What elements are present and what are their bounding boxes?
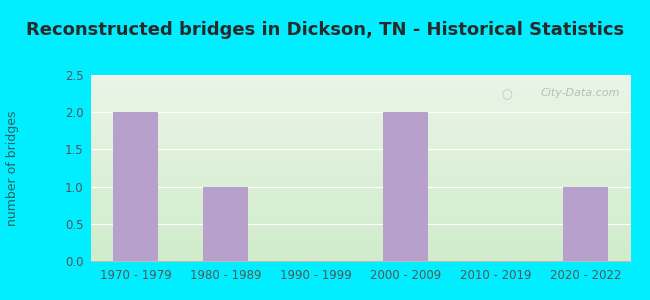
Text: Reconstructed bridges in Dickson, TN - Historical Statistics: Reconstructed bridges in Dickson, TN - H… bbox=[26, 21, 624, 39]
Bar bbox=[563, 187, 608, 261]
Bar bbox=[384, 112, 428, 261]
Text: ○: ○ bbox=[501, 88, 512, 101]
Text: number of bridges: number of bridges bbox=[6, 110, 20, 226]
Bar bbox=[203, 187, 248, 261]
Text: City-Data.com: City-Data.com bbox=[540, 88, 619, 98]
Bar bbox=[114, 112, 159, 261]
